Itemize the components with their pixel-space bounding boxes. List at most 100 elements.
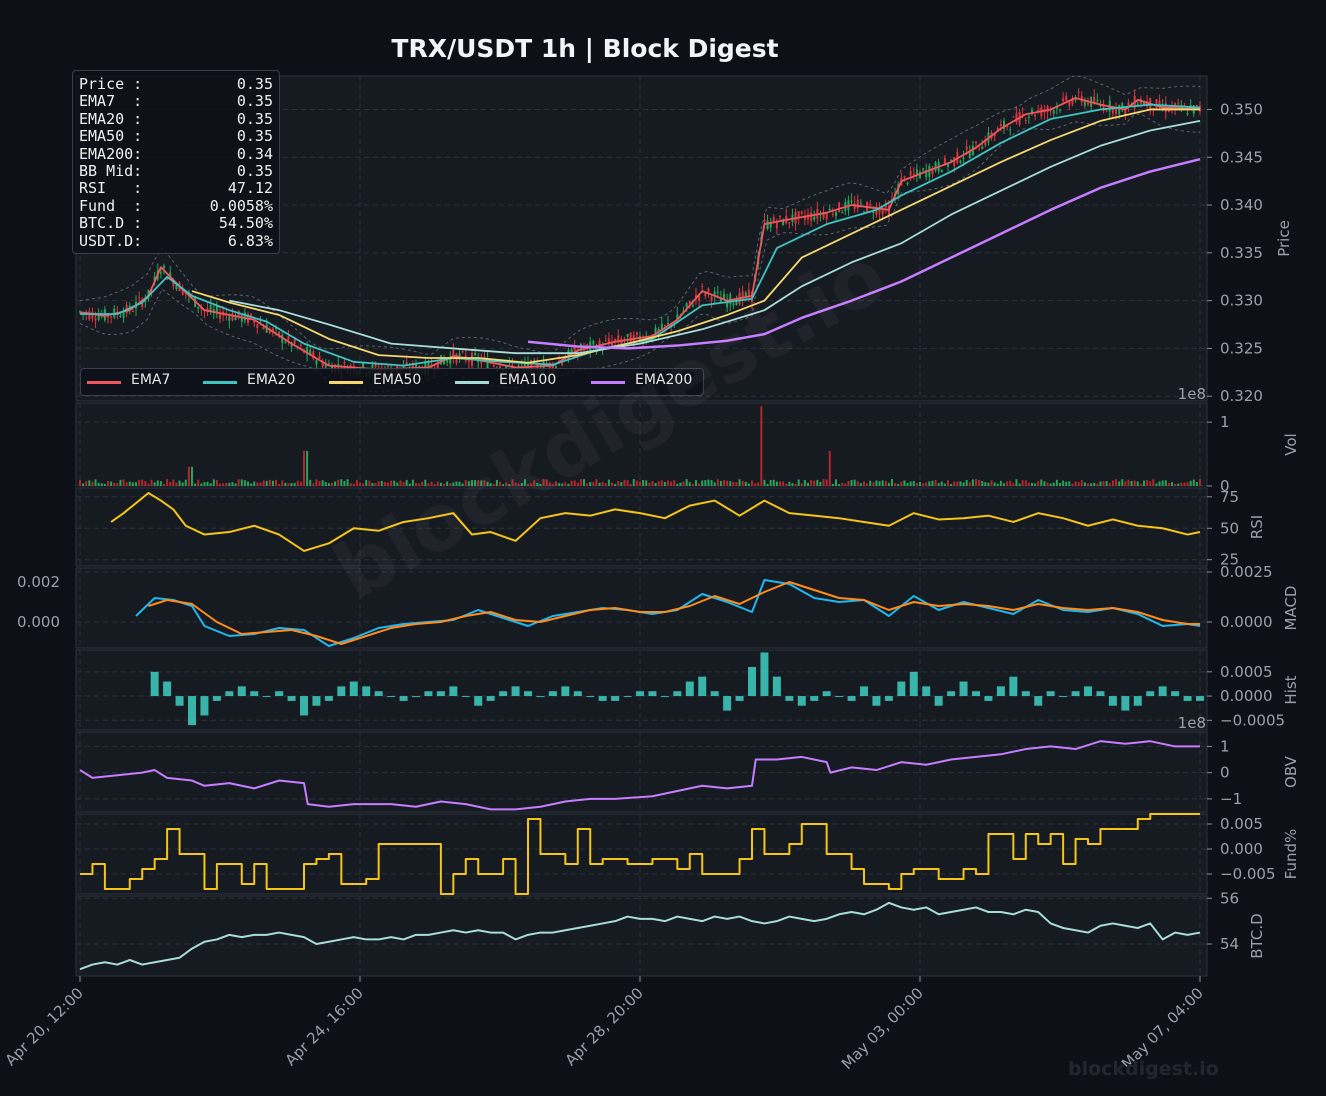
volume-bar <box>228 482 231 486</box>
volume-bar <box>427 483 430 486</box>
histogram-bar <box>536 696 545 698</box>
y-tick-label: 0.0005 <box>1220 663 1273 681</box>
histogram-bar <box>909 671 918 697</box>
series-line-ema50 <box>191 108 1200 364</box>
y-tick-label: 0.005 <box>1220 815 1263 833</box>
volume-bar <box>489 483 492 486</box>
volume-bar <box>962 482 965 486</box>
volume-bar <box>1068 481 1071 486</box>
info-value: 0.0058% <box>209 196 273 215</box>
histogram-bar <box>250 691 259 697</box>
volume-bar <box>919 481 921 486</box>
candle-body <box>1186 113 1189 115</box>
volume-bar <box>1071 483 1074 486</box>
volume-bar <box>611 482 613 486</box>
axis-multiplier: 1e8 <box>1178 714 1206 732</box>
histogram-bar <box>598 696 607 701</box>
volume-bar <box>287 483 290 486</box>
volume-bar <box>1124 481 1127 486</box>
candle-body <box>763 220 766 222</box>
candle-body <box>387 365 389 367</box>
volume-bar <box>604 483 607 486</box>
volume-bar <box>1139 483 1142 486</box>
volume-bar <box>474 480 477 486</box>
volume-bar <box>175 482 178 486</box>
candle-body <box>1024 120 1027 122</box>
candle-body <box>461 351 464 353</box>
info-label: BTC.D : <box>79 214 143 233</box>
candle-body <box>169 272 172 277</box>
volume-bar <box>508 484 511 486</box>
volume-bar <box>953 481 956 486</box>
volume-bar <box>586 483 589 486</box>
volume-bar <box>1046 482 1049 486</box>
histogram-bar <box>499 691 508 697</box>
volume-bar <box>1143 480 1145 486</box>
volume-bar <box>1027 482 1030 486</box>
volume-bar <box>620 482 623 486</box>
volume-bar <box>925 482 928 486</box>
volume-bar <box>138 480 141 486</box>
volume-bar <box>906 482 909 486</box>
candle-body <box>940 169 943 173</box>
info-label: USDT.D: <box>79 231 143 250</box>
volume-bar <box>947 480 949 486</box>
histogram-bar <box>822 691 831 697</box>
volume-bar <box>337 479 340 486</box>
volume-bar <box>704 480 707 486</box>
volume-bar <box>844 483 847 486</box>
volume-bar <box>340 479 343 486</box>
volume-bar <box>1192 479 1195 486</box>
volume-bar <box>676 483 679 486</box>
volume-bar <box>446 481 449 486</box>
x-tick-label: Apr 24, 16:00 <box>282 984 367 1069</box>
volume-bar <box>1083 482 1086 486</box>
volume-bar <box>411 479 414 486</box>
volume-bar <box>275 479 277 486</box>
volume-bar <box>1003 483 1005 486</box>
volume-bar <box>990 480 993 486</box>
y-tick-label: 0 <box>1220 764 1230 782</box>
histogram-bar <box>611 696 620 701</box>
volume-bar <box>819 481 822 486</box>
volume-bar <box>965 479 968 486</box>
histogram-bar <box>312 696 321 706</box>
histogram-bar <box>424 691 433 697</box>
volume-bar <box>785 483 788 486</box>
histogram-bar <box>785 696 794 701</box>
y-tick-label: 0.345 <box>1220 148 1263 166</box>
candle-body <box>1177 102 1180 104</box>
volume-bar <box>88 480 91 486</box>
volume-bar <box>875 480 878 486</box>
volume-bar <box>256 482 259 486</box>
volume-bar <box>203 482 206 486</box>
volume-bar <box>741 480 744 486</box>
volume-bar <box>738 479 741 486</box>
volume-bar <box>1006 481 1009 486</box>
candle-body <box>309 349 312 356</box>
candle-body <box>825 212 828 220</box>
x-tick-label: Apr 28, 20:00 <box>562 984 647 1069</box>
y-tick-label: −0.005 <box>1220 865 1276 883</box>
volume-bar <box>1146 479 1149 486</box>
volume-bar <box>368 480 371 486</box>
histogram-bar <box>772 676 781 697</box>
candle-body <box>704 292 707 296</box>
volume-bar <box>617 481 620 486</box>
info-value: 47.12 <box>227 179 273 198</box>
histogram-bar <box>835 696 844 698</box>
legend-swatch <box>455 381 489 384</box>
candle-body <box>1183 105 1186 107</box>
volume-bar <box>296 480 299 486</box>
histogram-bar <box>685 681 694 697</box>
volume-bar <box>788 481 791 486</box>
candle-body <box>570 349 573 353</box>
volume-bar <box>520 483 523 486</box>
volume-bar <box>1093 482 1096 486</box>
volume-bar <box>1102 481 1105 486</box>
candle-body <box>119 316 122 318</box>
volume-bar <box>1155 483 1158 486</box>
info-row: BTC.D : 54.50% <box>79 214 273 233</box>
volume-bar <box>536 482 539 486</box>
volume-bar <box>887 482 890 486</box>
